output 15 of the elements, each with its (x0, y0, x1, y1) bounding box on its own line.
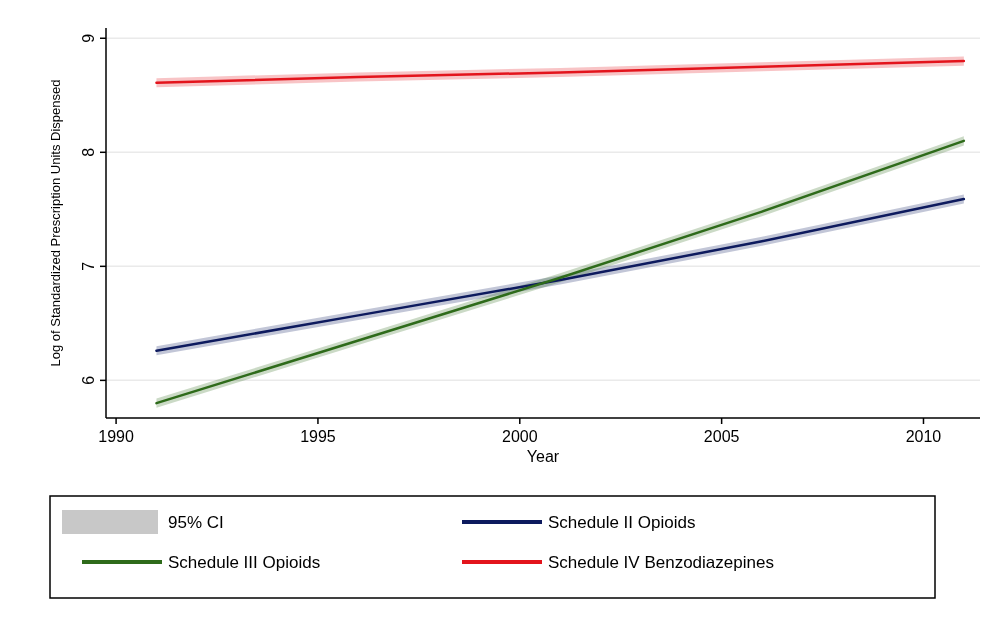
x-tick-label: 1995 (300, 428, 336, 445)
y-axis-title: Log of Standardized Prescription Units Dispensed (48, 79, 63, 367)
y-tick-label: 6 (80, 375, 97, 385)
legend-label: Schedule III Opioids (168, 553, 321, 572)
text: 95% CI (168, 513, 224, 532)
y-tick-label: 8 (80, 147, 97, 157)
x-tick-label: 2005 (703, 428, 740, 445)
x-tick-label: 1990 (98, 428, 134, 445)
x-tick-label: 2010 (905, 428, 942, 445)
x-tick-label: 2000 (501, 428, 538, 445)
y-tick-label: 9 (80, 33, 97, 43)
legend-label: Schedule II Opioids (548, 513, 696, 532)
legend-label: Schedule IV Benzodiazepines (548, 553, 774, 572)
y-tick-label: 7 (80, 261, 97, 271)
x-axis-title: Year (526, 448, 560, 465)
